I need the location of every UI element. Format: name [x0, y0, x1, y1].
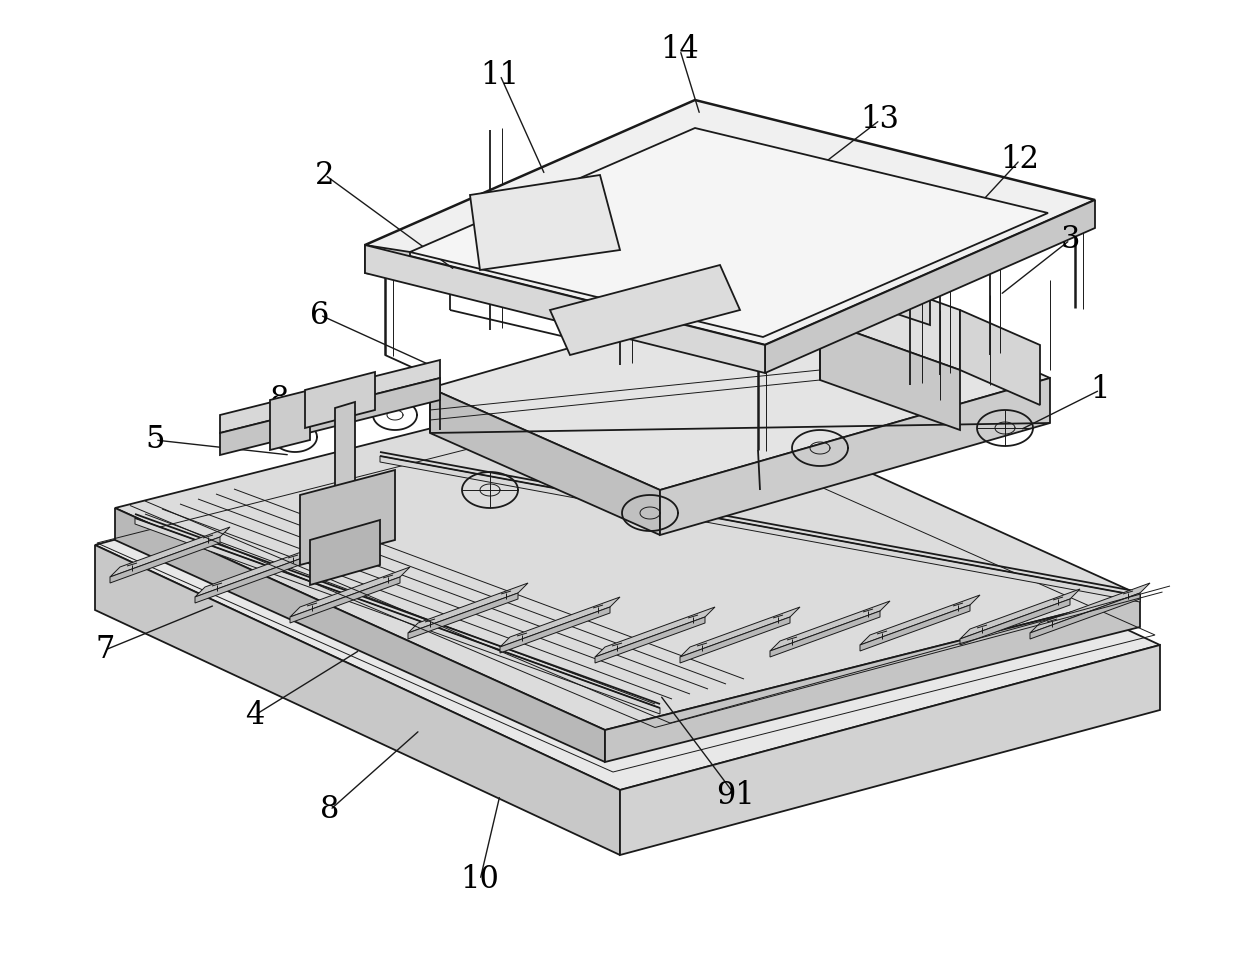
Polygon shape: [110, 527, 229, 577]
Polygon shape: [1030, 593, 1140, 639]
Polygon shape: [1030, 583, 1149, 633]
Polygon shape: [270, 390, 310, 450]
Polygon shape: [290, 577, 401, 623]
Polygon shape: [305, 372, 374, 428]
Text: 10: 10: [460, 865, 500, 896]
Polygon shape: [95, 400, 1159, 790]
Text: 11: 11: [481, 60, 520, 90]
Polygon shape: [95, 545, 620, 855]
Polygon shape: [115, 508, 605, 762]
Polygon shape: [195, 557, 305, 603]
Text: 13: 13: [861, 105, 899, 135]
Polygon shape: [680, 617, 790, 663]
Polygon shape: [620, 645, 1159, 855]
Polygon shape: [365, 245, 410, 280]
Text: 6: 6: [310, 300, 330, 330]
Polygon shape: [365, 100, 1095, 345]
Polygon shape: [595, 607, 715, 657]
Polygon shape: [470, 175, 620, 270]
Polygon shape: [551, 265, 740, 355]
Polygon shape: [290, 567, 410, 617]
Polygon shape: [430, 276, 1050, 490]
Polygon shape: [660, 378, 1050, 535]
Polygon shape: [408, 593, 518, 639]
Polygon shape: [219, 378, 440, 455]
Text: 3: 3: [1060, 225, 1080, 255]
Polygon shape: [861, 595, 980, 645]
Polygon shape: [219, 360, 440, 433]
Text: 5: 5: [145, 424, 165, 455]
Polygon shape: [960, 599, 1070, 645]
Polygon shape: [770, 611, 880, 657]
Polygon shape: [960, 310, 1040, 405]
Polygon shape: [870, 280, 930, 325]
Polygon shape: [680, 607, 800, 657]
Text: 7: 7: [95, 635, 114, 665]
Text: 8: 8: [320, 795, 340, 826]
Polygon shape: [820, 260, 960, 370]
Polygon shape: [500, 607, 610, 653]
Polygon shape: [770, 601, 890, 651]
Polygon shape: [765, 200, 1095, 373]
Text: 1: 1: [1090, 374, 1110, 405]
Polygon shape: [135, 518, 660, 714]
Text: 12: 12: [1001, 145, 1039, 176]
Text: 91: 91: [715, 780, 754, 810]
Polygon shape: [595, 617, 706, 663]
Text: 4: 4: [246, 700, 264, 731]
Polygon shape: [500, 597, 620, 647]
Polygon shape: [408, 583, 528, 633]
Polygon shape: [115, 373, 1140, 730]
Text: 2: 2: [315, 159, 335, 190]
Polygon shape: [410, 128, 1048, 337]
Text: 14: 14: [661, 35, 699, 65]
Polygon shape: [379, 456, 1140, 602]
Polygon shape: [960, 589, 1080, 639]
Polygon shape: [310, 520, 379, 585]
Polygon shape: [300, 470, 396, 565]
Polygon shape: [195, 547, 315, 597]
Polygon shape: [430, 388, 660, 535]
Polygon shape: [335, 402, 355, 526]
Polygon shape: [110, 537, 219, 583]
Polygon shape: [861, 605, 970, 651]
Text: 8: 8: [270, 385, 290, 416]
Polygon shape: [820, 320, 960, 430]
Polygon shape: [365, 245, 765, 373]
Polygon shape: [605, 595, 1140, 762]
